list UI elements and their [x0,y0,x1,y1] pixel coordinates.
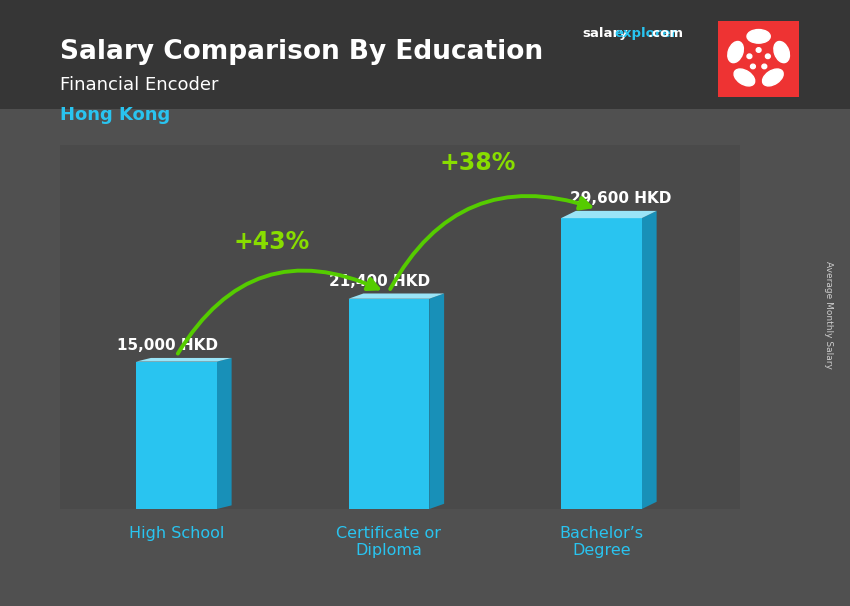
Text: 15,000 HKD: 15,000 HKD [117,338,218,353]
Polygon shape [136,358,231,362]
Text: Hong Kong: Hong Kong [60,106,170,124]
Polygon shape [136,362,217,509]
Text: salary: salary [582,27,628,40]
Circle shape [765,54,770,59]
Text: 29,600 HKD: 29,600 HKD [570,191,671,206]
Polygon shape [348,299,429,509]
Ellipse shape [728,41,744,62]
Circle shape [751,52,767,67]
Circle shape [751,64,756,68]
Circle shape [762,64,767,68]
Text: Average Monthly Salary: Average Monthly Salary [824,261,833,369]
Text: explorer: explorer [615,27,677,40]
Text: Salary Comparison By Education: Salary Comparison By Education [60,39,542,65]
Circle shape [756,48,761,52]
Polygon shape [561,218,642,509]
Polygon shape [561,211,656,218]
Text: +43%: +43% [234,230,310,254]
Ellipse shape [747,30,770,43]
Polygon shape [642,211,656,509]
Text: 21,400 HKD: 21,400 HKD [330,274,430,288]
Text: Financial Encoder: Financial Encoder [60,76,218,94]
Ellipse shape [774,41,790,62]
Text: +38%: +38% [440,151,516,175]
Ellipse shape [762,69,783,86]
Circle shape [747,54,752,59]
Polygon shape [348,293,445,299]
Polygon shape [217,358,231,509]
Ellipse shape [734,69,755,86]
Polygon shape [429,293,445,509]
Text: .com: .com [648,27,683,40]
